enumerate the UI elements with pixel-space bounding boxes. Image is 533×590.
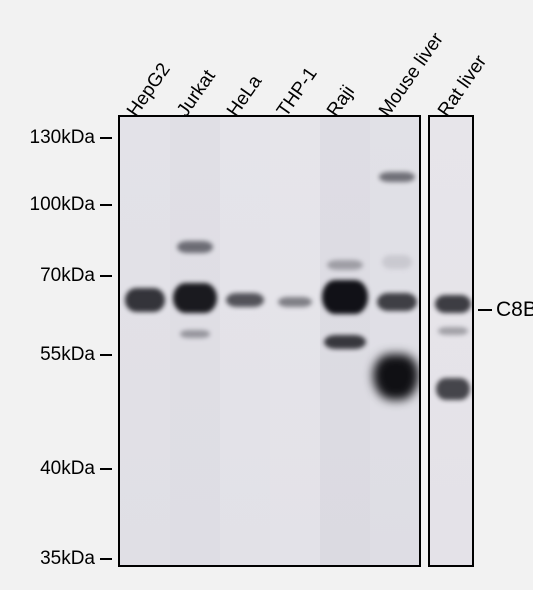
- lane-shade: [220, 117, 270, 565]
- lane-label: HeLa: [223, 71, 267, 121]
- protein-label: C8B: [496, 298, 533, 322]
- ladder-tick: [100, 558, 112, 560]
- band: [435, 295, 471, 313]
- ladder-label: 35kDa: [0, 548, 95, 570]
- lane-shade: [430, 117, 474, 565]
- blot-panel-main: [118, 115, 421, 567]
- band: [226, 293, 264, 307]
- lane-shade: [170, 117, 220, 565]
- lane-label: THP-1: [273, 64, 323, 122]
- lane-shade: [370, 117, 421, 565]
- ladder-label: 130kDa: [0, 127, 95, 149]
- band: [438, 327, 468, 335]
- band: [436, 378, 470, 400]
- band: [278, 297, 312, 307]
- band-smear: [373, 354, 419, 400]
- band: [177, 241, 213, 253]
- protein-tick: [478, 309, 492, 311]
- ladder-label: 55kDa: [0, 344, 95, 366]
- blot-panel-rat: [428, 115, 474, 567]
- lane-label: HepG2: [123, 59, 176, 121]
- ladder-tick: [100, 354, 112, 356]
- western-blot-figure: 130kDa 100kDa 70kDa 55kDa 40kDa 35kDa: [0, 0, 533, 590]
- ladder-tick: [100, 468, 112, 470]
- ladder-label: 40kDa: [0, 458, 95, 480]
- band: [377, 293, 417, 311]
- band: [324, 335, 366, 349]
- ladder-tick: [100, 275, 112, 277]
- lane-label: Jurkat: [173, 66, 221, 121]
- ladder-label: 70kDa: [0, 265, 95, 287]
- band: [125, 288, 165, 312]
- band: [327, 260, 363, 270]
- ladder-label: 100kDa: [0, 194, 95, 216]
- lane-shade: [120, 117, 170, 565]
- band: [173, 283, 217, 313]
- ladder-tick: [100, 137, 112, 139]
- lane-label: Rat liver: [434, 52, 492, 122]
- lane-shade: [270, 117, 320, 565]
- band: [379, 172, 415, 182]
- band: [382, 255, 412, 269]
- band: [322, 280, 368, 314]
- ladder-tick: [100, 204, 112, 206]
- band: [180, 330, 210, 338]
